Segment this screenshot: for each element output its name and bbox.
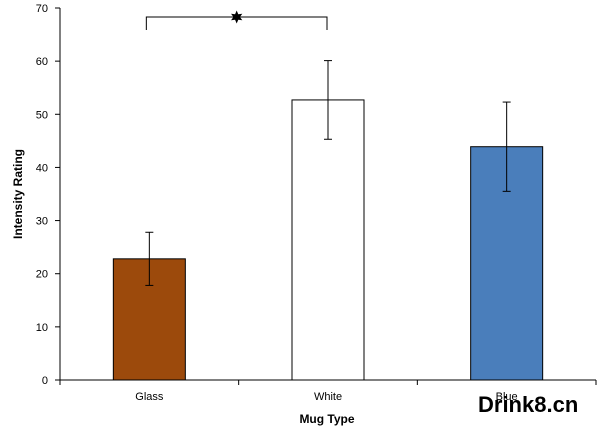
y-tick-label: 50 (36, 109, 48, 121)
y-tick-label: 60 (36, 56, 48, 68)
y-tick-label: 70 (36, 3, 48, 15)
watermark: Drink8.cn (478, 392, 578, 417)
x-tick-label: Glass (135, 391, 164, 403)
x-axis-tick-labels: Glass White Blue (135, 391, 517, 403)
error-bars (145, 60, 511, 286)
y-tick-label: 40 (36, 162, 48, 174)
bar-white (291, 99, 365, 381)
y-axis-ticks: 0 10 20 30 40 50 60 70 (36, 3, 597, 387)
significance-star-icon (231, 10, 243, 24)
bars (112, 99, 544, 381)
y-tick-label: 10 (36, 322, 48, 334)
x-axis-title: Mug Type (299, 412, 354, 426)
y-axis-title: Intensity Rating (11, 149, 25, 239)
x-tick-label: White (314, 391, 342, 403)
y-tick-label: 20 (36, 269, 48, 281)
significance-bracket (145, 10, 328, 30)
y-tick-label: 30 (36, 216, 48, 228)
y-tick-label: 0 (42, 375, 48, 387)
x-tick-label: Blue (496, 391, 518, 403)
